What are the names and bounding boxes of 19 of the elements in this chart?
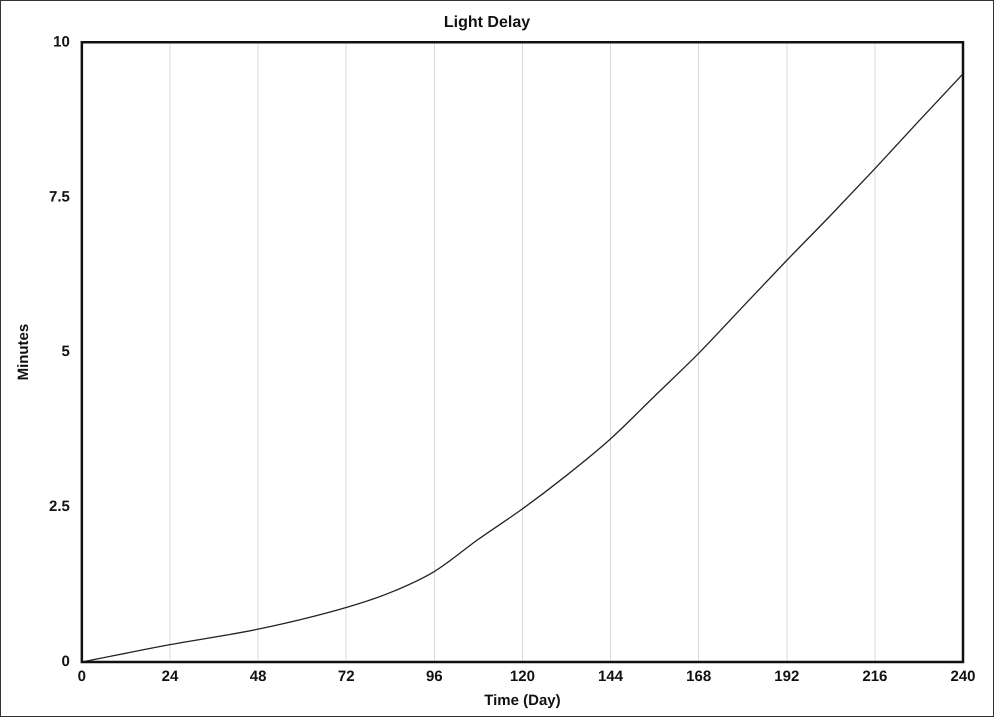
x-tick-label: 144 [598, 668, 624, 686]
x-tick-label: 168 [686, 668, 712, 686]
x-tick-label: 0 [78, 668, 86, 686]
x-tick-label: 216 [862, 668, 888, 686]
y-tick-label: 0 [62, 653, 70, 670]
y-tick-label: 5 [62, 343, 70, 360]
x-tick-label: 24 [162, 668, 179, 686]
chart-title: Light Delay [444, 14, 530, 32]
y-tick-label: 7.5 [48, 188, 70, 206]
x-tick-label: 72 [338, 668, 355, 686]
y-axis-title: Minutes [15, 324, 32, 380]
x-axis-title: Time (Day) [484, 692, 561, 710]
x-tick-label: 96 [426, 668, 443, 686]
y-tick-label: 10 [53, 33, 70, 50]
x-tick-label: 120 [510, 668, 535, 686]
x-tick-label: 240 [950, 668, 976, 686]
x-tick-label: 48 [250, 668, 266, 686]
y-tick-label: 2.5 [48, 498, 70, 516]
x-tick-label: 192 [774, 668, 800, 686]
